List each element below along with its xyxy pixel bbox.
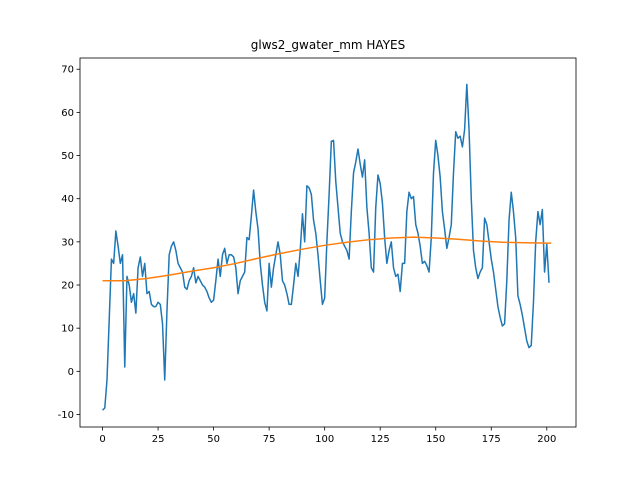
y-tick-label: 30: [61, 237, 74, 248]
plot-frame: [79, 57, 577, 428]
y-tick-label: 20: [61, 281, 74, 292]
x-tick-label: 125: [371, 434, 390, 445]
y-tick-label: 70: [61, 65, 74, 76]
y-tick-label: 60: [61, 108, 74, 119]
y-tick-label: 50: [61, 151, 74, 162]
y-tick-label: 40: [61, 194, 74, 205]
y-tick-label: 0: [68, 367, 74, 378]
series-line: [102, 236, 552, 282]
series-line: [102, 83, 550, 411]
x-tick-label: 0: [99, 434, 105, 445]
y-tick-label: 10: [61, 324, 74, 335]
x-tick-label: 50: [207, 434, 220, 445]
x-tick-label: 75: [263, 434, 276, 445]
x-tick-label: 200: [537, 434, 556, 445]
x-tick-label: 100: [315, 434, 334, 445]
x-tick-label: 25: [152, 434, 165, 445]
x-tick-label: 150: [426, 434, 445, 445]
y-tick-label: -10: [58, 410, 74, 421]
chart-title: glws2_gwater_mm HAYES: [251, 38, 405, 52]
x-tick-label: 175: [482, 434, 501, 445]
